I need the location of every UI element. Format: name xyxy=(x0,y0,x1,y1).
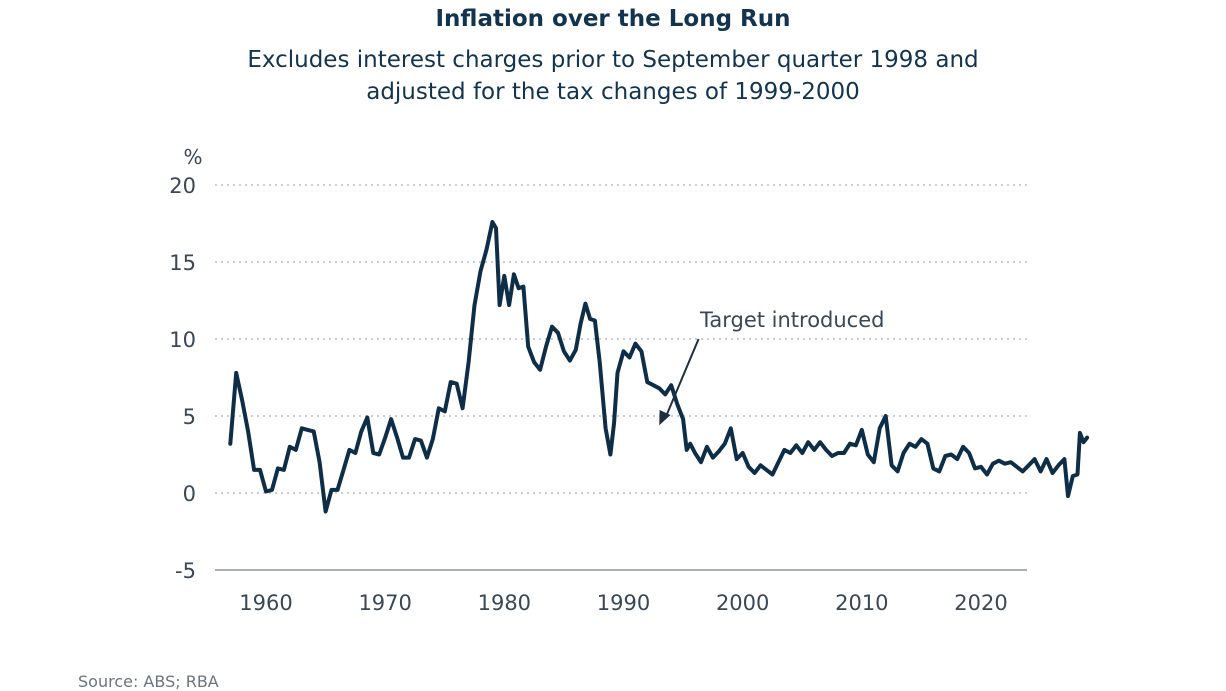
series-layer xyxy=(228,220,1090,514)
x-tick-label: 2010 xyxy=(835,591,888,615)
source-note: Source: ABS; RBA xyxy=(78,672,219,691)
annotation-arrow-head xyxy=(659,410,671,426)
x-tick-label: 1960 xyxy=(239,591,292,615)
grid-layer xyxy=(215,184,1027,571)
y-tick-label: -5 xyxy=(175,559,196,583)
y-tick-label: 10 xyxy=(169,328,196,352)
y-tick-labels: 20 15 10 5 0 -5 xyxy=(169,174,196,583)
x-tick-label: 2000 xyxy=(716,591,769,615)
annotation-arrow-shaft xyxy=(664,338,700,419)
annotation-target-introduced: Target introduced xyxy=(699,308,884,332)
chart-title: Inflation over the Long Run xyxy=(435,6,791,32)
x-tick-label: 1990 xyxy=(597,591,650,615)
chart-subtitle-line-1: Excludes interest charges prior to Septe… xyxy=(247,47,979,73)
y-axis-unit: % xyxy=(183,145,202,169)
series-line-0 xyxy=(228,220,1090,514)
y-tick-label: 5 xyxy=(183,405,196,429)
y-tick-label: 20 xyxy=(169,174,196,198)
x-tick-label: 1970 xyxy=(358,591,411,615)
y-tick-label: 0 xyxy=(183,482,196,506)
x-tick-label: 2020 xyxy=(954,591,1007,615)
chart-subtitle-line-2: adjusted for the tax changes of 1999-200… xyxy=(366,79,860,105)
x-tick-labels: 1960 1970 1980 1990 2000 2010 2020 xyxy=(239,591,1007,615)
annotation-layer: Target introduced xyxy=(659,308,884,426)
x-tick-label: 1980 xyxy=(478,591,531,615)
chart-subtitle: Excludes interest charges prior to Septe… xyxy=(0,44,1226,108)
y-tick-label: 15 xyxy=(169,251,196,275)
